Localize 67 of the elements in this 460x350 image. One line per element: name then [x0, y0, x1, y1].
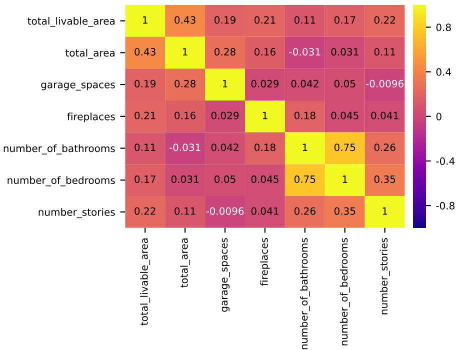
- data-label: 0.19: [214, 16, 236, 24]
- x-tick-label: fireplaces: [260, 238, 270, 286]
- data-label: 1: [302, 144, 308, 151]
- data-label: 1: [143, 16, 148, 24]
- data-label: 0.041: [371, 112, 398, 120]
- data-label: 0.16: [254, 48, 276, 56]
- data-label: 0.43: [174, 16, 196, 24]
- x-tick-label: number_of_bathrooms: [300, 238, 310, 350]
- data-label: 0.19: [134, 80, 156, 88]
- data-label: 0.031: [331, 48, 358, 56]
- data-label: 1: [182, 48, 188, 56]
- x-tick-label: garage_spaces: [222, 238, 230, 312]
- y-tick-label: number_of_bedrooms: [8, 176, 115, 186]
- data-label: 0.045: [331, 112, 358, 120]
- data-label: 0.041: [251, 207, 278, 215]
- x-tick-label: number_of_bedrooms: [340, 238, 350, 346]
- data-label: 1: [342, 176, 348, 183]
- data-label: 0.05: [214, 175, 236, 183]
- color-bar-label: 0: [436, 112, 442, 120]
- data-label: 0.11: [374, 48, 396, 56]
- data-label: 0.43: [134, 48, 156, 56]
- data-label: 0.28: [214, 48, 236, 56]
- data-label: 0.22: [374, 16, 395, 24]
- data-label: 0.05: [334, 80, 356, 88]
- data-label: 0.031: [171, 175, 198, 183]
- data-label: -0.031: [169, 144, 200, 152]
- data-label: 0.029: [251, 80, 279, 88]
- x-tick-label: total_area: [180, 238, 190, 288]
- y-tick-label: total_livable_area: [28, 17, 114, 27]
- y-tick-label: number_of_bathrooms: [4, 144, 115, 154]
- color-bar-label: -0.8: [436, 202, 455, 210]
- data-label: 0.042: [211, 144, 238, 152]
- y-tick-label: fireplaces: [67, 112, 115, 122]
- color-bar-label: 0.8: [436, 24, 451, 32]
- data-label: -0.0096: [206, 207, 244, 215]
- data-label: 0.75: [294, 175, 316, 183]
- data-label: -0.0096: [366, 80, 404, 88]
- data-label: 0.35: [334, 207, 356, 215]
- data-label: 0.75: [334, 144, 356, 152]
- data-label: 0.11: [174, 207, 196, 215]
- data-label: 0.21: [134, 112, 156, 120]
- data-label: 0.28: [174, 80, 196, 88]
- y-tick-label: total_area: [66, 48, 114, 59]
- data-label: 1: [222, 80, 228, 88]
- y-tick-label: number_stories: [38, 208, 115, 218]
- data-label: 0.042: [291, 80, 318, 88]
- data-label: 0.18: [294, 112, 316, 120]
- data-label: 0.35: [374, 175, 396, 183]
- data-label: 0.17: [334, 16, 356, 24]
- data-label: -0.031: [289, 48, 320, 56]
- data-label: 0.22: [134, 207, 156, 215]
- data-label: 1: [382, 207, 388, 215]
- data-label: 0.21: [254, 16, 276, 24]
- data-label: 0.16: [174, 112, 196, 120]
- y-tick-label: garage_spaces: [41, 82, 115, 91]
- color-bar-label: -0.4: [436, 157, 455, 165]
- data-label: 0.18: [254, 144, 276, 152]
- color-bar-label: 0.4: [436, 68, 452, 76]
- x-tick-label: number_stories: [380, 238, 390, 314]
- data-label: 0.11: [134, 144, 156, 152]
- data-label: 0.045: [251, 175, 278, 183]
- data-label: 0.17: [134, 175, 156, 183]
- data-label: 1: [262, 112, 268, 120]
- data-label: 0.26: [294, 207, 316, 215]
- data-label: 0.029: [211, 112, 239, 120]
- data-label: 0.11: [294, 16, 316, 24]
- data-label: 0.26: [374, 144, 396, 152]
